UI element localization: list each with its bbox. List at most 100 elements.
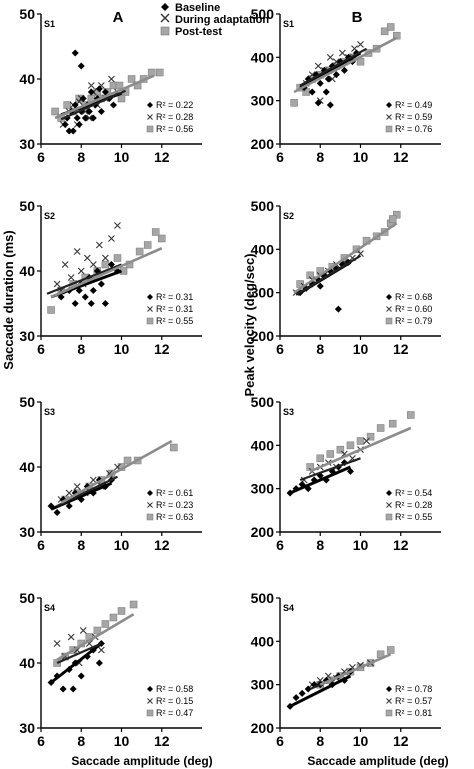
- x-tick-label: 10: [353, 733, 369, 749]
- data-point: [108, 235, 115, 242]
- subject-label: S1: [283, 19, 294, 29]
- x-axis-title-right: Saccade amplitude (deg): [307, 754, 448, 768]
- r2-marker-diamond: [147, 490, 153, 496]
- r2-marker-cross: [386, 698, 392, 704]
- r2-label: R² = 0.58: [156, 684, 193, 694]
- subject-label: S1: [44, 19, 55, 29]
- data-point: [376, 424, 385, 432]
- fit-line-cross: [56, 475, 118, 507]
- data-point: [81, 114, 89, 122]
- data-point: [87, 88, 95, 96]
- data-point: [117, 607, 126, 615]
- y-tick-label: 400: [251, 633, 275, 649]
- r2-label: R² = 0.57: [395, 696, 432, 706]
- r2-label: R² = 0.15: [156, 696, 193, 706]
- y-tick-label: 50: [19, 198, 35, 214]
- data-point: [292, 694, 300, 702]
- y-tick-label: 500: [251, 394, 275, 410]
- legend-baseline-label: Baseline: [175, 2, 220, 14]
- series-diamond: [61, 49, 117, 135]
- column-label-b: B: [352, 9, 363, 26]
- data-point: [67, 274, 75, 281]
- data-point: [155, 68, 164, 77]
- y-tick-label: 400: [251, 49, 275, 65]
- panel-a-s3: 30 40 50 6 8 10 12 S3 R² = 0.61 R² = 0.23 R² = 0.6…: [19, 394, 202, 553]
- r2-marker-square: [146, 317, 154, 325]
- fit-line-square: [54, 74, 155, 120]
- x-tick-label: 8: [316, 733, 324, 749]
- data-point: [51, 107, 59, 116]
- panel-b-s1: 200 300 400 500 6 8 10 12 S1 R² = 0.49 R² = 0.59 R²…: [251, 6, 441, 165]
- x-tick-label: 8: [316, 149, 324, 165]
- data-point: [83, 254, 91, 262]
- y-tick-label: 30: [19, 328, 35, 344]
- data-point: [316, 676, 324, 684]
- data-point: [336, 445, 345, 454]
- legend: Baseline During adaptation Post-test: [160, 2, 269, 38]
- r2-label: R² = 0.54: [395, 488, 432, 498]
- series-square: [296, 210, 401, 288]
- data-point: [109, 613, 118, 622]
- r2-label: R² = 0.61: [156, 488, 193, 498]
- data-point: [316, 79, 324, 87]
- x-tick-label: 12: [154, 341, 170, 357]
- r2-marker-square: [385, 317, 393, 325]
- data-point: [71, 49, 79, 57]
- x-tick-label: 8: [316, 537, 324, 553]
- fit-line-cross: [46, 263, 122, 295]
- fit-line-cross: [60, 89, 126, 121]
- data-point: [65, 502, 73, 510]
- data-point: [326, 450, 335, 458]
- fit-line-cross: [295, 254, 362, 296]
- x-tick-label: 12: [393, 341, 409, 357]
- x-tick-label: 12: [154, 537, 170, 553]
- data-point: [59, 685, 67, 693]
- panel-b-s4: 200 300 400 500 6 8 10 12 S4 R² = 0.78 R² = 0.57 R²…: [251, 590, 441, 749]
- data-point: [114, 222, 121, 229]
- data-point: [65, 127, 73, 135]
- fit-line-square: [309, 426, 412, 473]
- data-point: [85, 114, 93, 122]
- subject-label: S2: [283, 211, 294, 221]
- x-tick-label: 12: [154, 733, 170, 749]
- data-point: [107, 261, 115, 268]
- r2-marker-cross: [147, 502, 153, 508]
- legend-post-marker: [160, 26, 170, 36]
- data-point: [97, 108, 105, 115]
- x-tick-label: 6: [37, 149, 45, 165]
- x-tick-label: 6: [37, 733, 45, 749]
- r2-label: R² = 0.49: [395, 100, 432, 110]
- x-axis-title-left: Saccade amplitude (deg): [71, 754, 212, 768]
- x-tick-label: 10: [353, 341, 369, 357]
- data-point: [75, 121, 83, 128]
- r2-marker-diamond: [386, 490, 392, 496]
- r2-marker-square: [146, 709, 154, 717]
- data-point: [170, 443, 178, 452]
- data-point: [89, 261, 97, 268]
- panel-b-s3: 200 300 400 500 6 8 10 12 S3 R² = 0.54 R² = 0.28 R²…: [251, 394, 441, 553]
- fit-line-square: [60, 439, 173, 504]
- data-point: [53, 640, 61, 647]
- fit-line-square: [319, 653, 392, 686]
- panel-a-s1: 30 40 50 6 8 10 12 S1 R² = 0.22 R² = 0.28 R² = 0.5…: [19, 6, 202, 165]
- data-point: [53, 509, 61, 516]
- data-point: [322, 88, 330, 96]
- data-point: [123, 456, 132, 465]
- y-tick-label: 300: [251, 93, 275, 109]
- data-point: [81, 293, 89, 301]
- x-tick-label: 10: [114, 733, 130, 749]
- subject-label: S3: [44, 407, 55, 417]
- r2-marker-diamond: [147, 102, 153, 108]
- data-point: [89, 287, 97, 294]
- r2-label: R² = 0.76: [395, 124, 432, 134]
- data-point: [314, 99, 322, 107]
- r2-marker-cross: [386, 114, 392, 120]
- r2-marker-square: [385, 513, 393, 521]
- r2-label: R² = 0.55: [395, 512, 432, 522]
- data-point: [77, 267, 85, 275]
- data-point: [89, 114, 97, 122]
- fit-line-diamond: [289, 674, 352, 708]
- y-tick-label: 50: [19, 394, 35, 410]
- fit-line-cross: [56, 642, 102, 665]
- data-point: [108, 75, 115, 83]
